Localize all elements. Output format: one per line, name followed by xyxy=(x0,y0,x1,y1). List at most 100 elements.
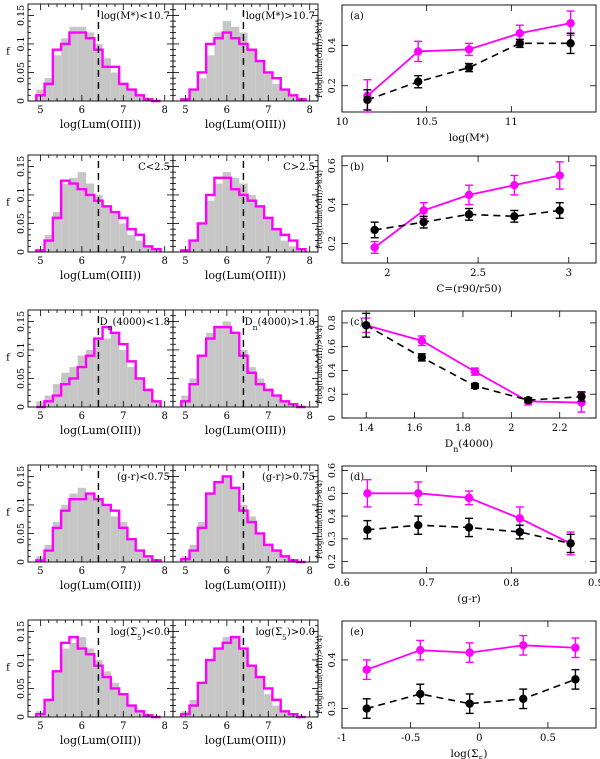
panel-letter: (e) xyxy=(350,627,364,638)
gray-histogram-bar xyxy=(127,234,136,252)
black-data-point xyxy=(464,63,474,72)
y-axis-label: F(log(Lum(OIII))>6.4) xyxy=(316,480,324,559)
gray-histogram-bar xyxy=(119,349,128,407)
gray-histogram-bar xyxy=(272,705,281,717)
x-tick-label: 6 xyxy=(224,105,230,116)
x-tick-label: 8 xyxy=(162,566,168,577)
gray-histogram-bar xyxy=(239,32,248,101)
x-tick-label: 8 xyxy=(307,256,313,267)
gray-histogram-bar xyxy=(61,183,70,252)
histogram-panel-b-left: 5 6 7 8 0 0.05 0.1 0.15 f C<2.5 log(Lum(OIII)) xyxy=(6,154,174,282)
magenta-data-point xyxy=(566,18,575,28)
gray-histogram-bar xyxy=(206,332,215,407)
gray-histogram-bar xyxy=(110,682,120,717)
y-tick-label: 0.15 xyxy=(16,311,27,332)
gray-histogram-bar xyxy=(119,522,128,562)
histogram-panel-d-left: 5 6 7 8 0 0.05 0.1 0.15 f (g-r)<0.75 log(Lum(OIII)… xyxy=(6,464,174,592)
x-tick-label: 10 xyxy=(336,117,349,128)
gray-histogram-bar xyxy=(214,648,223,717)
histogram-panel-a-left: 5 6 7 8 0 0.05 0.1 0.15 f log(M*)<10.7 log(Lum(OII… xyxy=(6,3,174,131)
black-data-point xyxy=(555,206,564,215)
gray-histogram-bar xyxy=(247,194,256,252)
gray-histogram-bar xyxy=(231,332,240,407)
magenta-data-point xyxy=(464,190,474,200)
gray-histogram-bar xyxy=(102,338,111,407)
gray-histogram-bar xyxy=(77,172,86,252)
x-tick-label: 1.8 xyxy=(455,423,471,434)
subset-label: (g-r)<0.75 xyxy=(117,472,170,483)
x-tick-label: 5 xyxy=(37,256,43,267)
x-axis-label: log(Lum(OIII)) xyxy=(60,118,141,131)
magenta-histogram-line xyxy=(180,176,307,252)
x-tick-label: 6 xyxy=(224,721,230,732)
y-tick-label: 0 xyxy=(16,98,27,104)
y-tick-label: 0.3 xyxy=(327,531,338,546)
x-axis-label: C=(r90/r50) xyxy=(436,283,501,295)
x-tick-label: 5 xyxy=(182,105,188,116)
subset-label: log(Σ5)>0.0 xyxy=(255,627,315,642)
gray-histogram-bar xyxy=(52,671,62,717)
gray-histogram-bar xyxy=(52,212,62,252)
black-data-point xyxy=(566,39,575,48)
y-tick-label: 0.15 xyxy=(16,156,27,177)
panel-frame xyxy=(341,620,597,729)
panel-letter: (c) xyxy=(350,317,364,328)
x-tick-label: 8 xyxy=(162,105,168,116)
gray-histogram-bar xyxy=(222,476,231,562)
gray-histogram-bar xyxy=(206,55,215,101)
gray-histogram-bar xyxy=(206,659,215,717)
x-tick-label: 8 xyxy=(307,566,313,577)
magenta-histogram-line xyxy=(36,325,162,409)
x-axis-label: log(Lum(OIII)) xyxy=(60,579,141,592)
gray-histogram-bar xyxy=(247,516,256,562)
y-tick-label: 0.2 xyxy=(327,236,338,251)
magenta-data-point xyxy=(470,367,480,376)
magenta-histogram-line xyxy=(35,635,161,719)
x-tick-label: 7 xyxy=(265,721,271,732)
magenta-data-point xyxy=(416,645,425,655)
y-tick-label: 0.1 xyxy=(16,497,27,512)
gray-histogram-bar xyxy=(110,332,120,407)
gray-histogram-bar xyxy=(102,206,111,252)
x-tick-label: 8 xyxy=(162,721,168,732)
gray-histogram-bar xyxy=(231,637,240,717)
black-data-point xyxy=(370,225,379,235)
magenta-data-point xyxy=(515,29,524,38)
x-tick-label: 7 xyxy=(265,566,271,577)
magenta-data-point xyxy=(414,489,423,498)
gray-histogram-bar xyxy=(110,516,120,562)
gray-histogram-bar xyxy=(44,544,53,562)
x-tick-label: 6 xyxy=(224,256,230,267)
black-data-point xyxy=(414,77,423,86)
panel-frame xyxy=(172,619,319,718)
y-tick-label: 0.3 xyxy=(327,701,338,716)
x-tick-label: 5 xyxy=(182,256,188,267)
gray-histogram-bar xyxy=(264,217,273,252)
magenta-histogram-line xyxy=(180,475,306,564)
histogram-panel-e-right: 5 6 7 8 log(Σ5)>0.0 log(Lum(OIII)) xyxy=(172,619,319,747)
black-data-point xyxy=(363,525,372,534)
black-data-point xyxy=(419,217,428,227)
y-tick-label: 0.2 xyxy=(327,554,338,569)
gray-histogram-bar xyxy=(231,177,240,252)
gray-histogram-bar xyxy=(44,234,53,252)
gray-histogram-bar xyxy=(61,504,70,562)
gray-histogram-bar xyxy=(197,522,207,562)
gray-histogram-bar xyxy=(189,699,198,717)
magenta-data-point xyxy=(414,47,423,56)
y-axis-label: F(log(Lum(OIII))>6.4) xyxy=(316,170,324,249)
x-tick-label: 0 xyxy=(476,733,482,744)
gray-histogram-bar xyxy=(102,504,111,562)
panel-frame xyxy=(172,464,319,563)
x-tick-label: 2.2 xyxy=(552,423,568,434)
gray-histogram-bar xyxy=(280,89,289,101)
gray-histogram-bar xyxy=(214,482,223,562)
magenta-data-point xyxy=(571,643,580,652)
y-tick-label: 0.05 xyxy=(16,678,27,699)
y-tick-label: 0 xyxy=(327,415,338,421)
x-tick-label: 2.5 xyxy=(470,268,486,279)
x-tick-label: 5 xyxy=(182,411,188,422)
x-axis-label: log(Lum(OIII)) xyxy=(205,579,286,592)
gray-histogram-bar xyxy=(119,694,128,717)
magenta-histogram-line xyxy=(35,492,162,562)
